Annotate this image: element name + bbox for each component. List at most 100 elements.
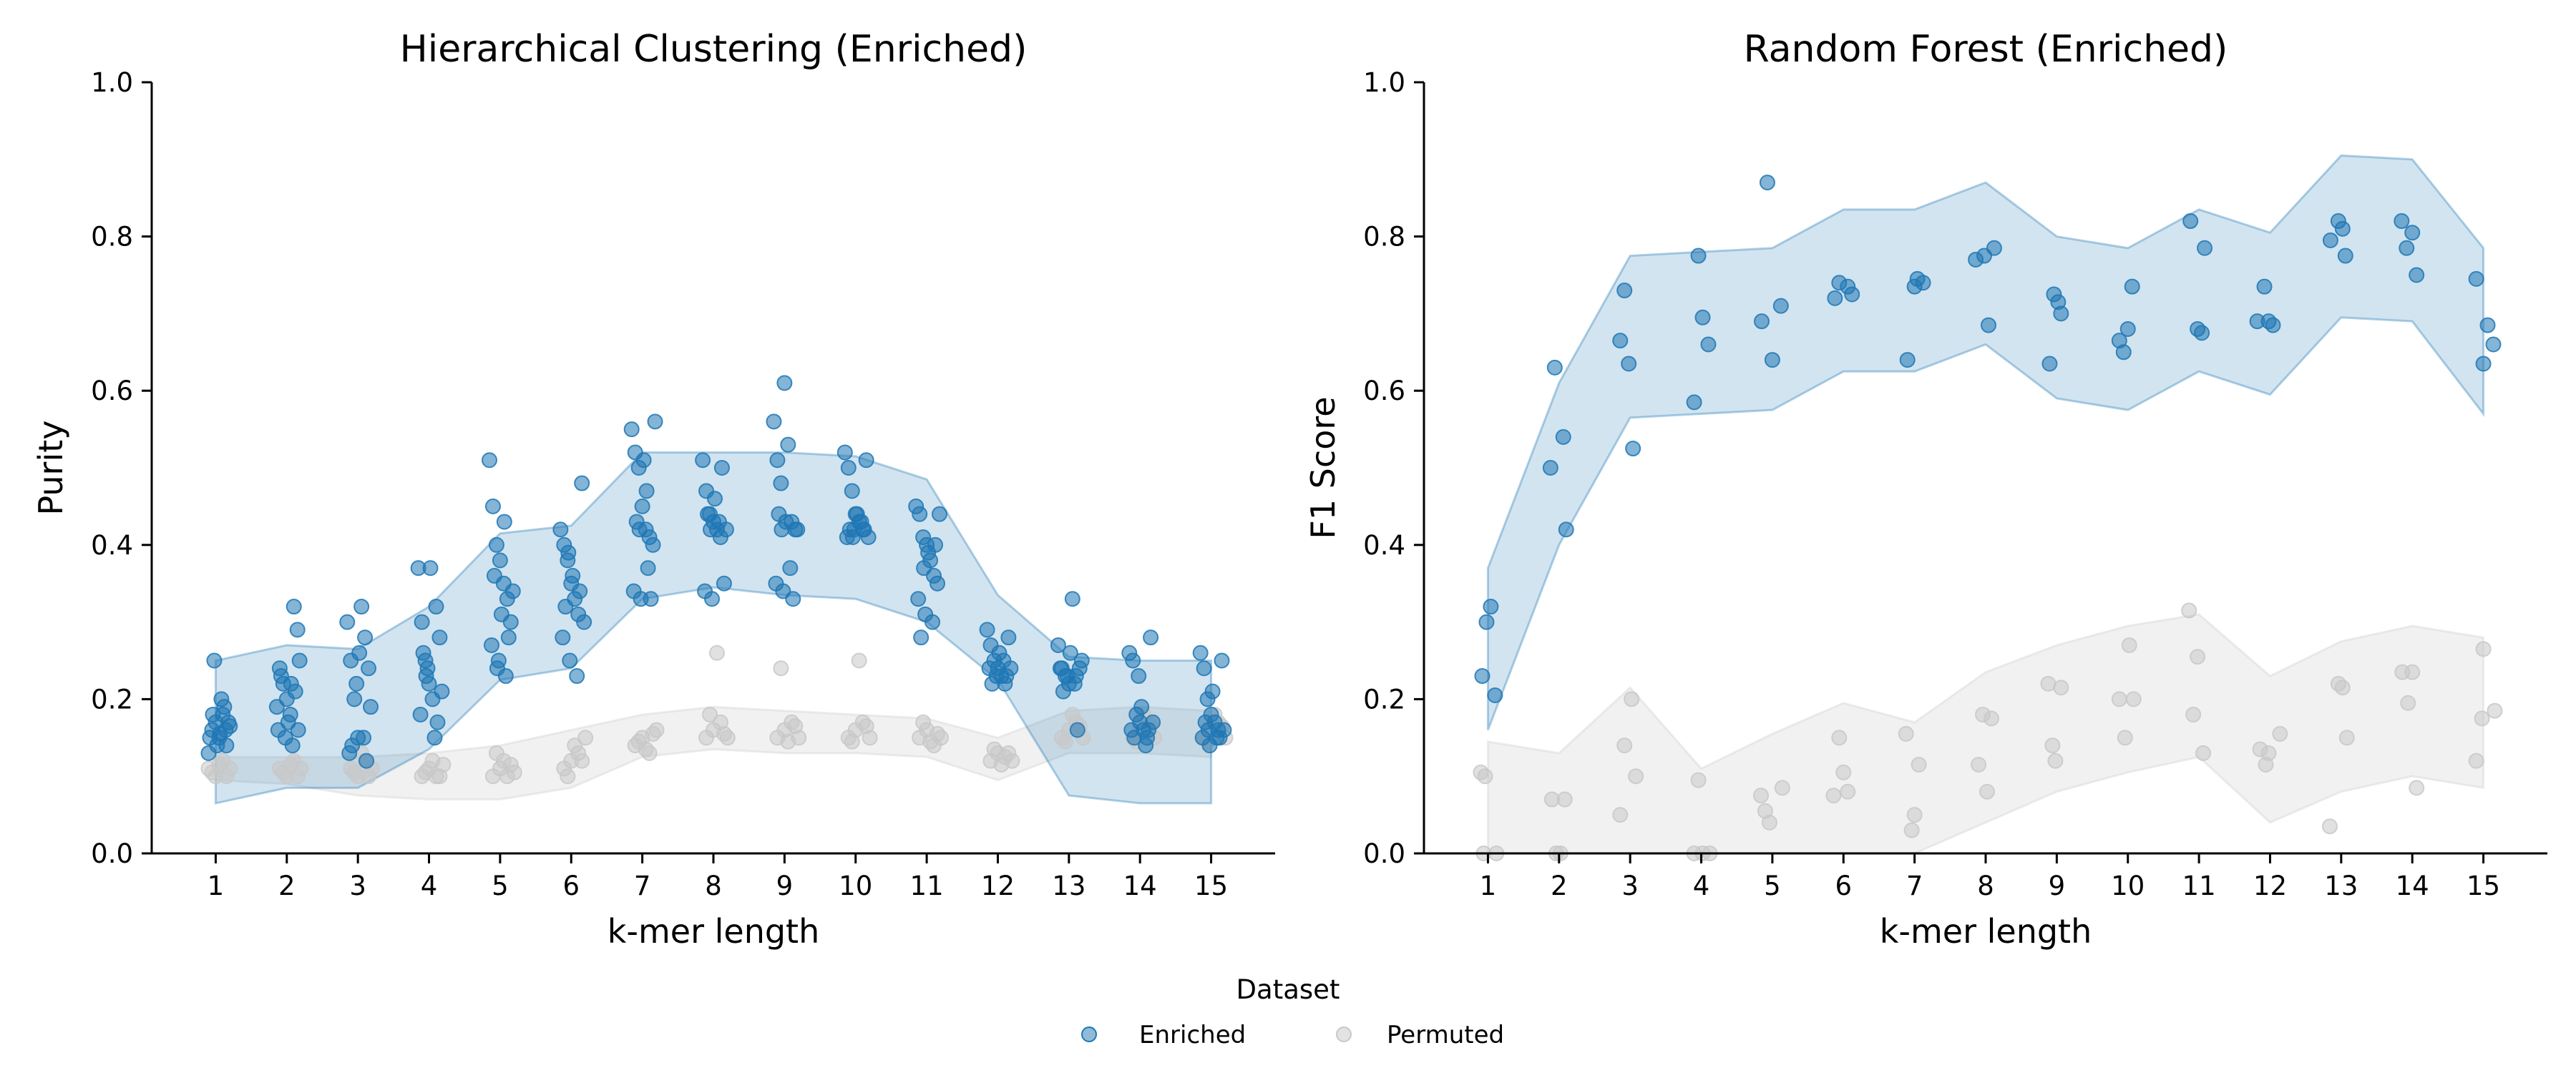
point-enriched: [560, 544, 577, 561]
point-enriched: [913, 629, 930, 646]
x-tick-label: 11: [910, 871, 944, 901]
point-enriched: [361, 660, 377, 677]
y-tick-label: 0.0: [1363, 838, 1405, 869]
point-permuted: [708, 645, 725, 661]
x-tick-label: 6: [562, 871, 580, 901]
point-permuted: [1628, 768, 1644, 785]
point-enriched: [492, 552, 508, 569]
point-enriched: [2468, 270, 2484, 287]
point-enriched: [647, 413, 663, 430]
point-permuted: [2334, 680, 2351, 696]
legend: Dataset Enriched Permuted: [1081, 974, 1504, 1049]
point-permuted: [915, 714, 932, 730]
point-enriched: [2394, 213, 2410, 230]
point-permuted: [780, 733, 796, 750]
point-permuted: [1000, 745, 1017, 761]
point-enriched: [552, 521, 569, 538]
point-enriched: [1621, 356, 1637, 372]
point-permuted: [282, 757, 298, 773]
point-enriched: [418, 668, 434, 685]
point-enriched: [700, 506, 716, 522]
point-enriched: [346, 691, 363, 707]
point-permuted: [2181, 602, 2197, 619]
band-permuted: [214, 705, 1213, 801]
point-permuted: [1612, 807, 1629, 823]
y-tick-label: 0.6: [1363, 376, 1405, 406]
point-enriched: [703, 521, 719, 538]
point-permuted: [1898, 725, 1914, 742]
point-enriched: [991, 645, 1008, 661]
point-enriched: [782, 560, 799, 577]
point-enriched: [776, 375, 793, 391]
point-enriched: [2119, 320, 2136, 337]
point-enriched: [1690, 248, 1707, 264]
x-tick-label: 1: [208, 871, 225, 901]
point-enriched: [927, 536, 944, 553]
point-enriched: [916, 560, 932, 577]
point-permuted: [2190, 649, 2206, 665]
point-enriched: [414, 614, 430, 630]
point-enriched: [1986, 240, 2002, 256]
point-enriched: [643, 591, 659, 607]
point-enriched: [849, 506, 865, 522]
point-enriched: [2197, 240, 2213, 256]
point-enriched: [706, 491, 723, 507]
point-enriched: [1616, 283, 1633, 299]
point-enriched: [483, 637, 499, 653]
point-permuted: [424, 753, 441, 769]
x-tick-label: 4: [421, 871, 438, 901]
point-permuted: [645, 725, 661, 742]
point-enriched: [1546, 359, 1563, 376]
point-enriched: [1050, 637, 1066, 653]
point-permuted: [502, 757, 519, 773]
point-permuted: [2475, 641, 2492, 657]
point-enriched: [844, 483, 860, 499]
point-permuted: [2195, 745, 2212, 761]
point-enriched: [1192, 645, 1209, 661]
chart-random-forest: Random Forest (Enriched)1 2 3 4 5 6 7 8 9 10 11 12 1…: [1304, 28, 2547, 951]
point-permuted: [574, 753, 590, 769]
point-enriched: [1131, 668, 1147, 685]
point-permuted: [1774, 780, 1790, 796]
x-tick-label: 13: [2324, 871, 2358, 901]
point-enriched: [2265, 317, 2281, 333]
point-enriched: [1915, 275, 1931, 291]
point-permuted: [2047, 753, 2064, 769]
point-enriched: [640, 560, 656, 577]
point-permuted: [361, 768, 377, 785]
point-enriched: [565, 567, 581, 584]
point-enriched: [924, 614, 941, 630]
point-enriched: [1753, 313, 1770, 330]
point-permuted: [1903, 822, 1920, 838]
point-permuted: [2321, 818, 2338, 835]
point-enriched: [2334, 220, 2351, 237]
point-permuted: [1911, 757, 1927, 773]
x-tick-label: 2: [1551, 871, 1568, 901]
point-enriched: [1899, 352, 1916, 368]
band-permuted: [1486, 613, 2485, 855]
point-enriched: [1694, 309, 1711, 325]
point-permuted: [930, 725, 946, 742]
point-enriched: [1844, 286, 1860, 303]
point-permuted: [1761, 814, 1777, 831]
point-enriched: [1062, 645, 1078, 661]
point-permuted: [417, 764, 434, 780]
x-tick-label: 7: [634, 871, 651, 901]
point-enriched: [268, 699, 285, 715]
point-enriched: [339, 614, 356, 630]
point-enriched: [218, 722, 234, 738]
point-enriched: [481, 452, 497, 469]
point-enriched: [205, 706, 221, 722]
point-permuted: [1831, 730, 1848, 746]
point-enriched: [289, 622, 306, 638]
point-enriched: [1772, 298, 1789, 314]
point-enriched: [912, 506, 928, 522]
point-permuted: [773, 660, 789, 677]
y-tick-label: 0.6: [91, 376, 133, 406]
point-enriched: [1133, 699, 1150, 715]
y-tick-label: 0.4: [1363, 530, 1405, 561]
point-enriched: [623, 421, 640, 438]
x-tick-label: 12: [2253, 871, 2287, 901]
point-permuted: [2487, 702, 2503, 719]
